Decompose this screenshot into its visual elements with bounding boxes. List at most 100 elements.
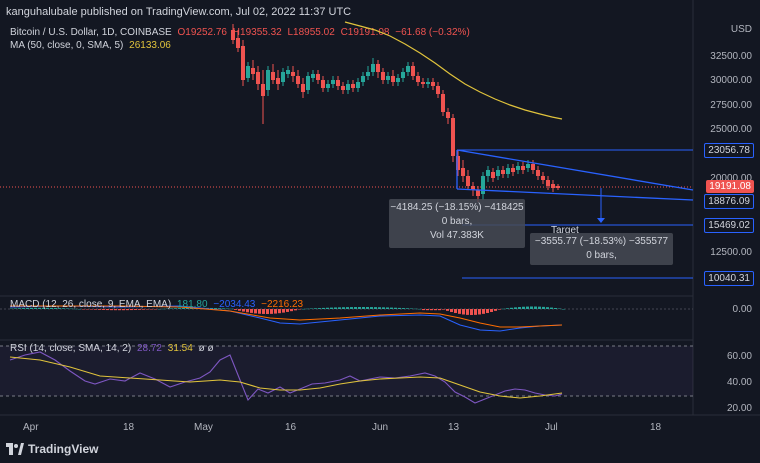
macd-histogram-bar bbox=[386, 307, 389, 309]
candle-body bbox=[541, 176, 545, 180]
macd-histogram-bar bbox=[454, 309, 457, 314]
candle-body bbox=[266, 70, 270, 90]
macd-histogram-bar bbox=[282, 309, 285, 313]
macd-line bbox=[9, 305, 563, 332]
macd-histogram-bar bbox=[334, 307, 337, 309]
rsi-legend[interactable]: RSI (14, close, SMA, 14, 2) 28.72 31.54 … bbox=[10, 343, 217, 354]
candle-body bbox=[376, 64, 380, 72]
time-tick: 16 bbox=[285, 422, 297, 433]
high-value: H19355.32 bbox=[232, 27, 282, 38]
macd-histogram-bar bbox=[110, 309, 113, 311]
macd-histogram-bar bbox=[82, 309, 85, 310]
target-price-tag[interactable]: 10040.31 bbox=[704, 271, 754, 286]
macd-histogram-bar bbox=[506, 308, 509, 309]
macd-histogram-bar bbox=[78, 308, 81, 310]
macd-histogram-bar bbox=[530, 306, 533, 309]
target-measure-box[interactable]: −3555.77 (−18.53%) −355577 0 bars, bbox=[530, 233, 673, 265]
resistance-price-tag[interactable]: 23056.78 bbox=[704, 143, 754, 158]
macd-histogram-bar bbox=[498, 309, 501, 310]
macd-histogram-bar bbox=[494, 309, 497, 311]
price-tick: 20000.00 bbox=[710, 173, 752, 184]
macd-histogram-bar bbox=[86, 309, 89, 310]
macd-histogram-bar bbox=[538, 306, 541, 309]
macd-histogram-bar bbox=[378, 307, 381, 309]
trendline-price-tag[interactable]: 18876.09 bbox=[704, 194, 754, 209]
macd-histogram-bar bbox=[242, 309, 245, 312]
candle-body bbox=[276, 78, 280, 84]
macd-histogram-bar bbox=[154, 309, 157, 310]
time-tick: 18 bbox=[650, 422, 662, 433]
macd-histogram-bar bbox=[442, 309, 445, 310]
rsi-value: 28.72 bbox=[136, 343, 162, 354]
macd-histogram-bar bbox=[322, 307, 325, 309]
symbol-legend: Bitcoin / U.S. Dollar, 1D, COINBASE O192… bbox=[10, 27, 473, 38]
macd-histogram-bar bbox=[398, 307, 401, 309]
macd-histogram-bar bbox=[182, 307, 185, 309]
macd-histogram-bar bbox=[514, 307, 517, 309]
ma-label: MA (50, close, 0, SMA, 5) bbox=[10, 40, 124, 51]
macd-histogram-bar bbox=[350, 307, 353, 309]
tradingview-logo-icon bbox=[6, 443, 24, 455]
measure-change: −4184.25 (−18.15%) −418425 bbox=[390, 202, 524, 213]
candle-body bbox=[461, 168, 465, 176]
macd-histogram-bar bbox=[426, 309, 429, 311]
candle-body bbox=[346, 84, 350, 90]
macd-histogram-bar bbox=[546, 307, 549, 309]
price-tick: 12500.00 bbox=[710, 247, 752, 258]
ma-value: 26133.06 bbox=[129, 40, 171, 51]
candle-body bbox=[396, 78, 400, 82]
macd-signal-line bbox=[10, 305, 563, 328]
candle-body bbox=[366, 72, 370, 76]
macd-histogram-bar bbox=[54, 308, 57, 309]
measure-box[interactable]: −4184.25 (−18.15%) −418425 0 bars, Vol 4… bbox=[389, 199, 525, 248]
rsi-extra: ø ø bbox=[198, 343, 214, 354]
macd-histogram-bar bbox=[34, 307, 37, 309]
macd-histogram-bar bbox=[94, 309, 97, 310]
candles bbox=[231, 24, 560, 202]
candle-body bbox=[401, 72, 405, 78]
candle-body bbox=[251, 68, 255, 74]
macd-histogram-bar bbox=[406, 308, 409, 309]
candle-body bbox=[501, 170, 505, 174]
candle-body bbox=[456, 156, 460, 170]
macd-histogram-bar bbox=[26, 307, 29, 309]
macd-histogram-bar bbox=[226, 308, 229, 310]
candle-body bbox=[261, 84, 265, 96]
macd-histogram-bar bbox=[150, 309, 153, 310]
target-change: −3555.77 (−18.53%) −355577 bbox=[534, 236, 669, 247]
macd-histogram-bar bbox=[422, 309, 425, 311]
macd-histogram-bar bbox=[502, 308, 505, 310]
candle-body bbox=[436, 86, 440, 94]
macd-legend[interactable]: MACD (12, 26, close, 9, EMA, EMA) 181.80… bbox=[10, 299, 306, 310]
macd-histogram-bar bbox=[270, 309, 273, 314]
macd-histogram-bar bbox=[162, 308, 165, 310]
macd-histogram-bar bbox=[390, 307, 393, 309]
tradingview-logo[interactable]: TradingView bbox=[6, 442, 98, 456]
macd-histogram-bar bbox=[166, 308, 169, 310]
candle-body bbox=[381, 72, 385, 80]
macd-histogram-bar bbox=[66, 308, 69, 309]
price-tick: 30000.00 bbox=[710, 75, 752, 86]
macd-histogram-bar bbox=[106, 309, 109, 311]
macd-histogram-bar bbox=[366, 307, 369, 309]
macd-histogram-bar bbox=[354, 307, 357, 309]
candle-body bbox=[506, 168, 510, 174]
macd-tick: 0.00 bbox=[732, 304, 752, 315]
macd-histogram-bar bbox=[446, 309, 449, 311]
price-tick: 32500.00 bbox=[710, 51, 752, 62]
macd-histogram-bar bbox=[362, 307, 365, 309]
macd-histogram-bar bbox=[490, 309, 493, 312]
candle-body bbox=[421, 82, 425, 84]
macd-histogram-bar bbox=[550, 307, 553, 309]
ma-legend[interactable]: MA (50, close, 0, SMA, 5) 26133.06 bbox=[10, 40, 174, 51]
macd-histogram-bar bbox=[286, 309, 289, 312]
macd-histogram-bar bbox=[170, 308, 173, 309]
macd-histogram-bar bbox=[294, 309, 297, 311]
symbol-name[interactable]: Bitcoin / U.S. Dollar, 1D, COINBASE bbox=[10, 27, 172, 38]
macd-histogram-bar bbox=[210, 307, 213, 309]
candle-body bbox=[256, 72, 260, 84]
candle-body bbox=[521, 166, 525, 170]
support-price-tag[interactable]: 15469.02 bbox=[704, 218, 754, 233]
macd-histogram-bar bbox=[342, 307, 345, 309]
